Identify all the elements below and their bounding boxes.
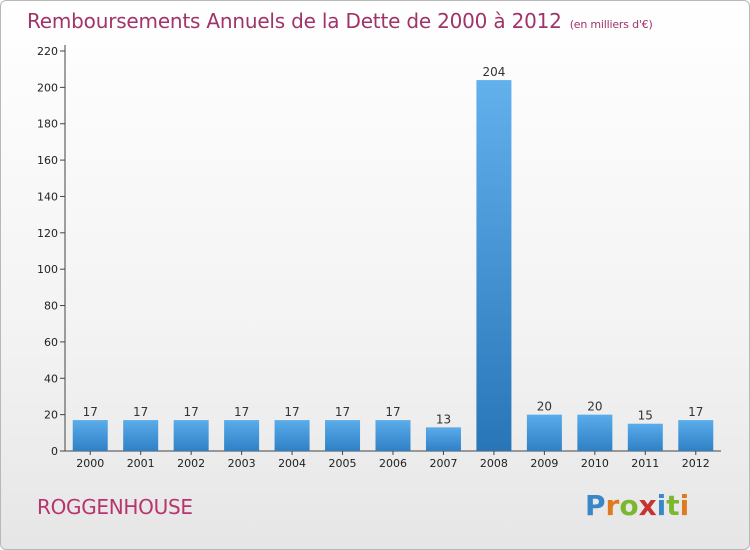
x-tick-label: 2006 (379, 457, 407, 470)
bar (678, 420, 714, 451)
bar-value-label: 15 (638, 409, 653, 423)
bar-value-label: 17 (385, 405, 400, 419)
bar (627, 423, 663, 451)
y-tick-label: 40 (44, 372, 58, 385)
bar (325, 420, 361, 451)
bar (425, 427, 461, 451)
x-tick-label: 2009 (530, 457, 558, 470)
x-tick-label: 2008 (480, 457, 508, 470)
logo-letter: t (666, 489, 680, 522)
logo-letter: i (656, 489, 667, 522)
bar-value-label: 20 (587, 400, 602, 414)
x-tick-label: 2012 (682, 457, 710, 470)
bar-value-label: 17 (133, 405, 148, 419)
y-tick-label: 120 (37, 227, 58, 240)
bar (72, 420, 108, 451)
bar (375, 420, 411, 451)
logo-letter: r (605, 489, 620, 522)
y-tick-label: 0 (51, 445, 58, 458)
y-tick-label: 220 (37, 45, 58, 58)
y-tick-label: 100 (37, 263, 58, 276)
x-tick-label: 2005 (329, 457, 357, 470)
proxiti-logo: Proxiti (585, 489, 689, 522)
bar-value-label: 17 (184, 405, 199, 419)
bar (224, 420, 260, 451)
commune-name: ROGGENHOUSE (37, 495, 193, 519)
y-tick-label: 160 (37, 154, 58, 167)
logo-letter: o (619, 489, 639, 522)
bar-value-label: 13 (436, 412, 451, 426)
logo-letter: P (585, 489, 606, 522)
y-tick-label: 140 (37, 190, 58, 203)
logo-letter: x (638, 489, 657, 522)
bar (123, 420, 159, 451)
y-tick-label: 20 (44, 409, 58, 422)
x-tick-label: 2003 (228, 457, 256, 470)
bar (274, 420, 310, 451)
y-tick-label: 60 (44, 336, 58, 349)
x-tick-label: 2002 (177, 457, 205, 470)
logo-letter: i (679, 489, 690, 522)
bar-value-label: 17 (83, 405, 98, 419)
bar (577, 414, 613, 451)
bar-value-label: 204 (482, 65, 505, 79)
x-tick-label: 2010 (581, 457, 609, 470)
bar (476, 80, 512, 451)
x-tick-label: 2000 (76, 457, 104, 470)
bar-value-label: 20 (537, 400, 552, 414)
x-tick-label: 2001 (127, 457, 155, 470)
x-tick-label: 2004 (278, 457, 306, 470)
bar-value-label: 17 (688, 405, 703, 419)
bar-value-label: 17 (234, 405, 249, 419)
y-tick-label: 180 (37, 118, 58, 131)
chart-subtitle: (en milliers d'€) (569, 18, 653, 31)
bar-value-label: 17 (335, 405, 350, 419)
y-tick-label: 200 (37, 81, 58, 94)
chart-title: Remboursements Annuels de la Dette de 20… (27, 9, 653, 33)
y-tick-label: 80 (44, 300, 58, 313)
x-tick-label: 2011 (631, 457, 659, 470)
bar (173, 420, 209, 451)
bar (526, 414, 562, 451)
bar-value-label: 17 (284, 405, 299, 419)
x-tick-label: 2007 (429, 457, 457, 470)
